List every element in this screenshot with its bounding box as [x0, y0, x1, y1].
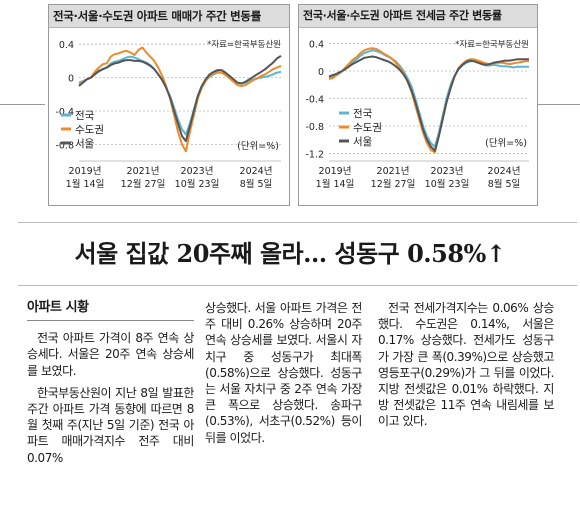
legend-label: 전국 [353, 108, 373, 120]
chart-unit: (단위=%) [485, 137, 527, 149]
x-tick-date: 12월 27일 [121, 178, 166, 190]
x-tick-date: 8월 5일 [240, 178, 273, 190]
sale-price-chart: 전국·서울·수도권 아파트 매매가 주간 변동률 0.4 0 -0.4 -0.8 *자료… [48, 4, 290, 206]
headline-rule-top [18, 222, 577, 223]
y-tick-label: -0.4 [305, 95, 324, 106]
legend-label: 서울 [75, 138, 95, 150]
x-tick-year: 2019년 [69, 166, 102, 177]
x-tick-year: 2024년 [240, 166, 273, 177]
series-line-national [78, 55, 282, 136]
legend-label: 수도권 [353, 122, 382, 134]
article-paragraph: 전국 전세가격지수는 0.06% 상승했다. 수도권은 0.14%, 서울은 0… [378, 301, 554, 429]
x-tick-year: 2024년 [488, 166, 521, 177]
headline-rule-bottom [18, 285, 577, 286]
y-tick-label: 0 [318, 67, 324, 78]
x-tick-year: 2019년 [319, 166, 352, 177]
jeonse-chart: 전국·서울·수도권 아파트 전세금 주간 변동률 0.4 0 -0.4 -0.8 -1.… [298, 4, 538, 206]
top-rule-right [532, 104, 580, 105]
x-tick-date: 12월 27일 [371, 178, 416, 190]
legend-label: 서울 [353, 136, 373, 148]
legend-label: 수도권 [75, 124, 104, 136]
article-paragraph: 한국부동산원이 지난 8일 발표한 주간 아파트 가격 동향에 따르면 8월 첫… [27, 385, 194, 465]
article-paragraph: 전국 아파트 가격이 8주 연속 상승세다. 서울은 20주 연속 상승세를 보… [27, 331, 194, 378]
x-tick-year: 2021년 [377, 166, 410, 177]
y-tick-label: -0.8 [55, 140, 74, 151]
sale-price-chart-title: 전국·서울·수도권 아파트 매매가 주간 변동률 [49, 5, 289, 28]
x-tick-year: 2023년 [431, 166, 464, 177]
x-tick-year: 2021년 [127, 166, 160, 177]
series-line-capital [78, 46, 282, 153]
chart-unit: (단위=%) [237, 140, 279, 152]
y-tick-label: 0.4 [59, 40, 74, 51]
series-line-seoul [328, 55, 529, 152]
y-tick-label: -1.2 [305, 150, 324, 161]
x-tick-date: 1월 14일 [316, 178, 355, 190]
y-tick-label: -0.8 [305, 122, 324, 133]
x-tick-date: 10월 23일 [175, 178, 220, 190]
series-line-national [328, 49, 529, 148]
x-tick-date: 1월 14일 [66, 178, 105, 190]
y-tick-label: -0.4 [55, 107, 74, 118]
section-title: 아파트 시황 [27, 300, 194, 322]
top-rule-left [0, 104, 45, 105]
article-column-3: 전국 전세가격지수는 0.06% 상승했다. 수도권은 0.14%, 서울은 0… [378, 300, 554, 430]
article-headline: 서울 집값 20주째 올라… 성동구 0.58%↑ [74, 239, 506, 268]
chart-source: *자료=한국부동산원 [207, 39, 281, 50]
y-tick-label: 0 [68, 74, 74, 85]
chart-source: *자료=한국부동산원 [455, 39, 529, 50]
jeonse-chart-title: 전국·서울·수도권 아파트 전세금 주간 변동률 [299, 5, 537, 28]
x-tick-year: 2023년 [181, 166, 214, 177]
y-tick-label: 0.4 [309, 39, 324, 50]
x-tick-date: 8월 5일 [488, 178, 521, 190]
article-column-1: 아파트 시황 전국 아파트 가격이 8주 연속 상승세다. 서울은 20주 연속… [27, 300, 194, 466]
x-tick-date: 10월 23일 [425, 178, 470, 190]
article-paragraph: 상승했다. 서울 아파트 가격은 전주 대비 0.26% 상승하며 20주 연속… [205, 301, 362, 445]
article-column-2: 상승했다. 서울 아파트 가격은 전주 대비 0.26% 상승하며 20주 연속… [205, 300, 362, 446]
legend-label: 전국 [75, 110, 95, 122]
series-line-seoul [78, 55, 282, 143]
